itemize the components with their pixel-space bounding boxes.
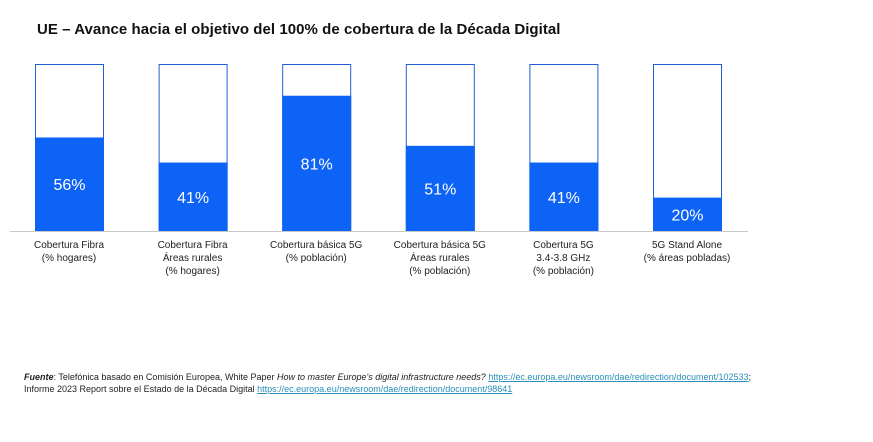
source-footer: Fuente: Telefónica basado en Comisión Eu… [24,371,864,395]
bar-1 [158,162,228,232]
category-label-line: Cobertura 5G [533,240,594,251]
report-text: Informe 2023 Report sobre el Estado de l… [24,384,258,394]
data-label-1: 41% [177,190,209,207]
category-label-0: Cobertura Fibra (% hogares) [0,239,139,265]
source-separator: ; [748,372,752,382]
category-label-line: Áreas rurales [162,253,223,264]
category-label-line: (% población) [532,266,594,277]
source-link-1[interactable]: https://ec.europa.eu/newsroom/dae/redire… [488,372,749,382]
source-label: Fuente [24,372,54,382]
footer-line-2: Informe 2023 Report sobre el Estado de l… [24,383,864,395]
category-label-4: Cobertura 5G 3.4-3.8 GHz (% población) [493,239,633,278]
category-label-2: Cobertura básica 5G (% población) [246,239,386,265]
category-label-line: 3.4-3.8 GHz [536,253,591,264]
bar-chart: 56% 41% 81% 51% 41% 20% [10,64,748,232]
bar-5 [653,197,722,232]
data-label-5: 20% [671,207,703,224]
category-label-3: Cobertura básica 5G Áreas rurales (% pobla… [370,239,510,278]
category-label-line: 5G Stand Alone [651,240,723,251]
data-label-2: 81% [301,156,333,173]
data-label-0: 56% [53,177,85,194]
category-label-line: Cobertura básica 5G [270,240,363,251]
category-label-line: Áreas rurales [410,253,470,264]
chart-title: UE – Avance hacia el objetivo del 100% d… [37,21,561,38]
category-label-line: (% hogares) [41,253,97,264]
category-label-1: Cobertura Fibra Áreas rurales (% hogares) [123,239,263,278]
data-label-4: 41% [548,190,580,207]
category-label-5: 5G Stand Alone (% áreas pobladas) [617,239,757,265]
category-label-line: (% áreas pobladas) [643,253,731,264]
category-label-line: (% hogares) [165,266,220,277]
bar-4 [529,162,599,232]
footer-line-1: Fuente: Telefónica basado en Comisión Eu… [24,371,864,383]
source-link-2[interactable]: https://ec.europa.eu/newsroom/dae/redire… [257,384,513,394]
category-label-line: Cobertura Fibra [33,240,105,251]
category-label-line: (% población) [285,253,347,264]
category-label-line: Cobertura Fibra [157,240,228,251]
bar-3 [405,145,475,232]
white-paper-title: How to master Europe's digital infrastru… [276,372,486,382]
data-label-3: 51% [424,181,456,198]
source-text: : Telefónica basado en Comisión Europea,… [53,372,277,382]
bar-2 [282,95,352,232]
category-label-line: Cobertura básica 5G [393,240,486,251]
bar-0 [35,137,104,232]
category-label-line: (% población) [409,266,471,277]
